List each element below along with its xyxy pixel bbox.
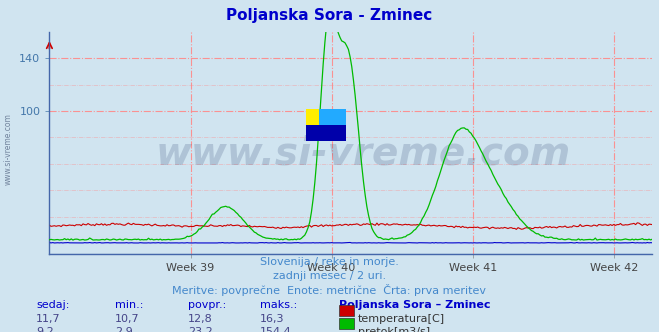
FancyBboxPatch shape [319,110,346,125]
Text: Poljanska Sora - Zminec: Poljanska Sora - Zminec [227,8,432,23]
Text: sedaj:: sedaj: [36,300,70,310]
Text: 9,2: 9,2 [36,327,54,332]
Text: pretok[m3/s]: pretok[m3/s] [358,327,430,332]
FancyBboxPatch shape [306,125,346,140]
Text: 12,8: 12,8 [188,314,213,324]
Text: 10,7: 10,7 [115,314,140,324]
Text: min.:: min.: [115,300,144,310]
Text: zadnji mesec / 2 uri.: zadnji mesec / 2 uri. [273,271,386,281]
Text: Slovenija / reke in morje.: Slovenija / reke in morje. [260,257,399,267]
Text: www.si-vreme.com: www.si-vreme.com [3,114,13,185]
Text: maks.:: maks.: [260,300,298,310]
Text: 154,4: 154,4 [260,327,292,332]
Text: Meritve: povprečne  Enote: metrične  Črta: prva meritev: Meritve: povprečne Enote: metrične Črta:… [173,284,486,296]
Text: temperatura[C]: temperatura[C] [358,314,445,324]
Text: 2,9: 2,9 [115,327,133,332]
Text: 11,7: 11,7 [36,314,61,324]
Text: 23,2: 23,2 [188,327,213,332]
Text: povpr.:: povpr.: [188,300,226,310]
Text: Poljanska Sora – Zminec: Poljanska Sora – Zminec [339,300,491,310]
Text: 16,3: 16,3 [260,314,285,324]
Text: www.si-vreme.com: www.si-vreme.com [156,135,571,173]
FancyBboxPatch shape [306,110,333,125]
